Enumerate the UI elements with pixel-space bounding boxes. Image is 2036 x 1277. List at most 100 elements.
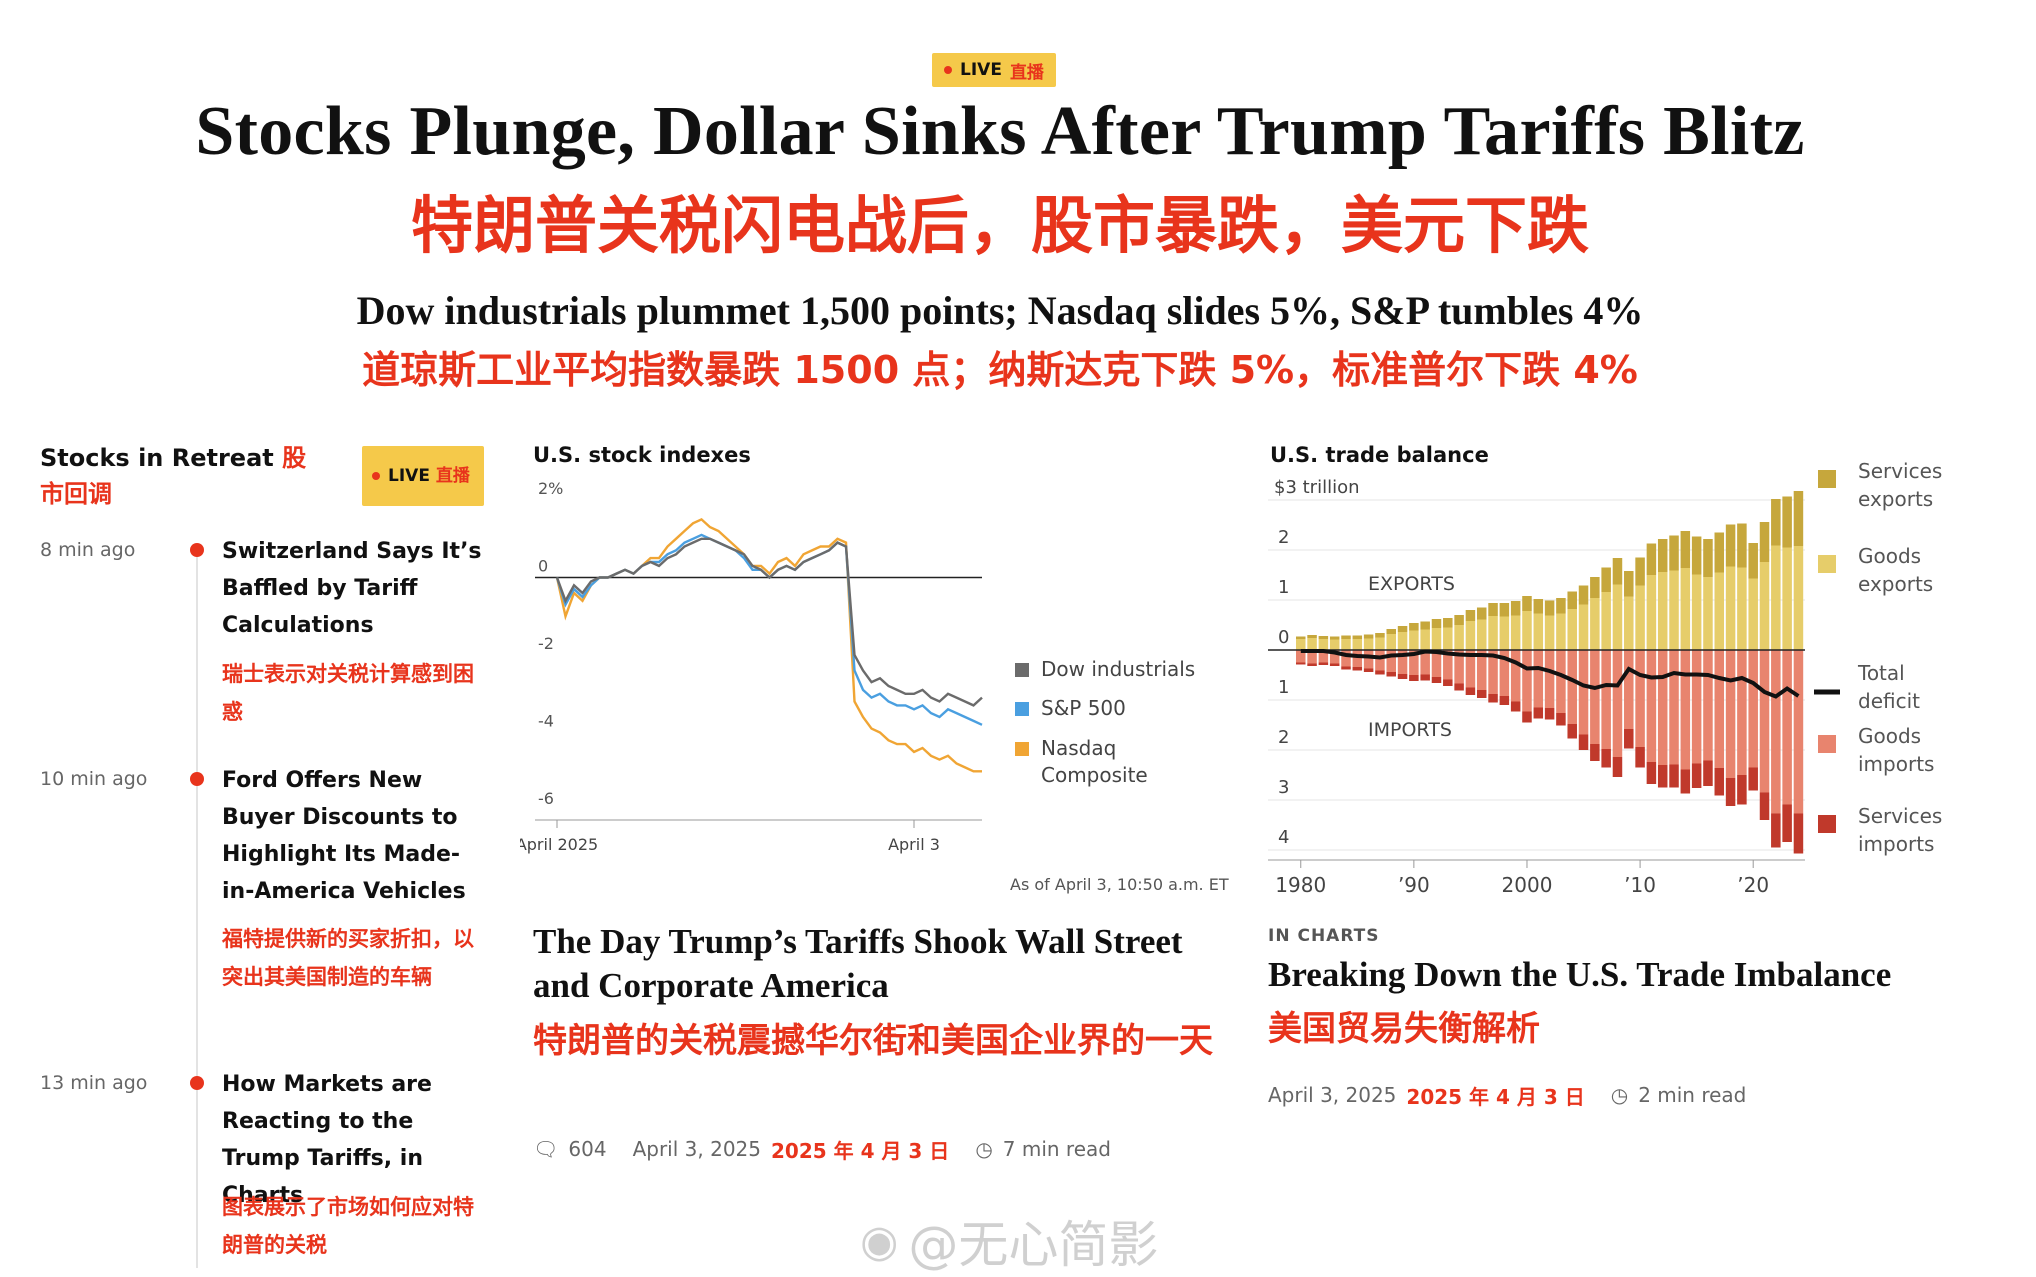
bar-services-exports bbox=[1397, 626, 1408, 632]
bar-goods-exports bbox=[1578, 604, 1589, 650]
x-tick-label: ’20 bbox=[1737, 873, 1769, 897]
story2-headline-zh: 美国贸易失衡解析 bbox=[1268, 1009, 1540, 1049]
bar-services-exports bbox=[1567, 591, 1577, 609]
bar-services-imports bbox=[1657, 765, 1668, 788]
story1-headline[interactable]: The Day Trump’s Tariffs Shook Wall Stree… bbox=[533, 922, 1183, 1005]
bar-goods-imports bbox=[1510, 650, 1521, 702]
item-title[interactable]: Switzerland Says It’s Baffled by Tariff … bbox=[222, 539, 482, 638]
subhead-zh: 道琼斯工业平均指数暴跌 1500 点；纳斯达克下跌 5%，标准普尔下跌 4% bbox=[362, 348, 1638, 392]
bar-goods-exports bbox=[1431, 628, 1442, 650]
bar-goods-imports bbox=[1680, 650, 1691, 770]
bar-goods-imports bbox=[1725, 650, 1736, 778]
item-title[interactable]: Ford Offers New Buyer Discounts to Highl… bbox=[222, 768, 466, 904]
x-tick-label: April 2025 bbox=[520, 835, 598, 854]
headline[interactable]: Stocks Plunge, Dollar Sinks After Trump … bbox=[195, 93, 1805, 170]
bar-goods-exports bbox=[1590, 598, 1600, 650]
comment-icon[interactable]: 🗨 bbox=[533, 1137, 559, 1161]
bar-goods-exports bbox=[1409, 630, 1419, 650]
bar-goods-exports bbox=[1567, 609, 1577, 650]
bar-goods-imports bbox=[1556, 650, 1566, 713]
bar-goods-imports bbox=[1703, 650, 1713, 761]
bar-goods-exports bbox=[1296, 639, 1306, 650]
bar-services-exports bbox=[1296, 636, 1306, 639]
bar-goods-imports bbox=[1443, 650, 1453, 680]
y-tick-label: 0 bbox=[1278, 627, 1289, 648]
sidebar-live-badge[interactable]: LIVE 直播 bbox=[362, 446, 484, 506]
bar-goods-imports bbox=[1748, 650, 1758, 768]
bar-goods-exports bbox=[1680, 568, 1691, 650]
bar-services-imports bbox=[1646, 762, 1657, 784]
bar-services-imports bbox=[1590, 744, 1600, 761]
bar-services-exports bbox=[1533, 599, 1544, 614]
legend-swatch bbox=[1015, 742, 1029, 756]
bar-services-imports bbox=[1488, 694, 1498, 703]
bar-services-imports bbox=[1296, 662, 1306, 665]
list-item[interactable]: 8 min ago Switzerland Says It’s Baffled … bbox=[40, 535, 490, 735]
list-item[interactable]: 10 min ago Ford Offers New Buyer Discoun… bbox=[40, 764, 490, 1024]
y-tick-label: 2% bbox=[538, 479, 563, 498]
x-tick-label: 1980 bbox=[1275, 873, 1326, 897]
bar-services-exports bbox=[1646, 543, 1657, 575]
bar-goods-imports bbox=[1386, 650, 1396, 672]
bar-goods-exports bbox=[1544, 615, 1555, 650]
comment-count[interactable]: 604 bbox=[568, 1137, 607, 1161]
story2-headline[interactable]: Breaking Down the U.S. Trade Imbalance bbox=[1268, 955, 1892, 994]
y-tick-label: 3 bbox=[1278, 777, 1289, 798]
y-tick-label: 1 bbox=[1278, 677, 1289, 698]
bar-goods-imports bbox=[1352, 650, 1363, 667]
legend-label: Goods bbox=[1858, 544, 1921, 568]
bar-goods-exports bbox=[1556, 613, 1566, 650]
bar-services-exports bbox=[1590, 577, 1600, 598]
series-line-nasdaq-composite bbox=[555, 517, 982, 773]
bar-goods-imports bbox=[1431, 650, 1442, 677]
live-label-zh: 直播 bbox=[1009, 62, 1044, 83]
sidebar-title[interactable]: Stocks in Retreat 股市回调 bbox=[40, 440, 330, 512]
legend-label: Dow industrials bbox=[1041, 657, 1195, 681]
bar-goods-exports bbox=[1533, 613, 1544, 650]
imports-section-label: IMPORTS bbox=[1368, 719, 1452, 741]
bar-services-imports bbox=[1318, 662, 1329, 665]
bar-goods-exports bbox=[1510, 615, 1521, 650]
story1-date: April 3, 2025 bbox=[632, 1137, 761, 1161]
bar-goods-imports bbox=[1793, 650, 1804, 814]
bar-services-imports bbox=[1499, 696, 1510, 705]
clock-icon: ◷ bbox=[1610, 1083, 1629, 1107]
bar-services-imports bbox=[1454, 683, 1464, 691]
bar-services-exports bbox=[1544, 600, 1555, 616]
bar-services-imports bbox=[1703, 760, 1713, 786]
legend-label: Composite bbox=[1041, 763, 1148, 787]
bar-goods-imports bbox=[1522, 650, 1532, 712]
y-tick-label: -2 bbox=[538, 634, 554, 653]
bar-services-imports bbox=[1510, 701, 1521, 712]
bar-goods-exports bbox=[1601, 592, 1611, 650]
header-live-badge[interactable]: LIVE 直播 bbox=[932, 53, 1056, 87]
sidebar-title-zh: 股市回调 bbox=[40, 444, 307, 508]
y-tick-label: 2 bbox=[1278, 727, 1289, 748]
bar-services-imports bbox=[1714, 768, 1725, 796]
bar-services-imports bbox=[1397, 674, 1408, 679]
story1-date-zh: 2025 年 4 月 3 日 bbox=[771, 1138, 950, 1163]
bar-goods-imports bbox=[1307, 650, 1317, 664]
bar-goods-imports bbox=[1420, 650, 1430, 675]
bar-goods-imports bbox=[1714, 650, 1725, 768]
bar-goods-imports bbox=[1567, 650, 1577, 724]
bar-services-exports bbox=[1714, 532, 1725, 573]
bar-services-imports bbox=[1782, 804, 1792, 842]
legend-swatch bbox=[1818, 815, 1836, 833]
bar-goods-imports bbox=[1341, 650, 1351, 667]
bar-goods-imports bbox=[1578, 650, 1589, 735]
bar-goods-exports bbox=[1624, 596, 1634, 650]
bar-services-imports bbox=[1522, 711, 1532, 723]
bar-goods-imports bbox=[1476, 650, 1487, 690]
bar-services-exports bbox=[1680, 531, 1691, 568]
bar-goods-exports bbox=[1714, 572, 1725, 650]
bar-goods-exports bbox=[1691, 574, 1702, 650]
bar-goods-exports bbox=[1782, 547, 1792, 650]
item-time: 10 min ago bbox=[40, 768, 148, 790]
bar-services-exports bbox=[1725, 524, 1736, 567]
bar-services-exports bbox=[1341, 635, 1351, 639]
bar-services-exports bbox=[1386, 629, 1396, 634]
list-item[interactable]: 13 min ago How Markets are Reacting to t… bbox=[40, 1068, 490, 1268]
x-tick-label: ’10 bbox=[1624, 873, 1656, 897]
item-title[interactable]: How Markets are Reacting to the Trump Ta… bbox=[222, 1072, 432, 1208]
